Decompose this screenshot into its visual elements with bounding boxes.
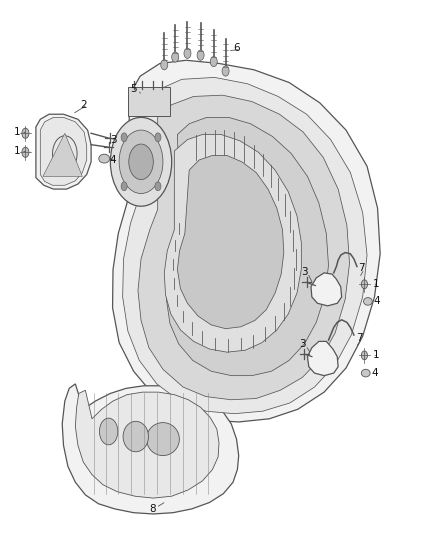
Text: 4: 4 (373, 296, 380, 306)
Circle shape (22, 147, 29, 157)
Circle shape (161, 60, 168, 70)
Text: 7: 7 (358, 263, 365, 273)
Circle shape (53, 136, 77, 171)
Text: 7: 7 (356, 333, 363, 343)
Text: 8: 8 (149, 504, 156, 514)
Circle shape (110, 117, 172, 206)
Polygon shape (43, 133, 82, 176)
Text: 2: 2 (80, 100, 87, 110)
Text: 3: 3 (110, 135, 117, 144)
Circle shape (121, 133, 127, 142)
Text: 1: 1 (372, 279, 379, 289)
Circle shape (210, 56, 217, 67)
Text: 1: 1 (14, 127, 21, 137)
Text: 4: 4 (371, 368, 378, 378)
Ellipse shape (123, 421, 148, 452)
Text: 1: 1 (372, 350, 379, 360)
FancyBboxPatch shape (128, 87, 170, 116)
Circle shape (119, 130, 163, 193)
Text: 3: 3 (301, 266, 308, 277)
Polygon shape (113, 60, 380, 422)
Polygon shape (177, 156, 284, 329)
Circle shape (22, 128, 29, 139)
Polygon shape (36, 114, 91, 189)
Ellipse shape (99, 418, 118, 445)
Polygon shape (166, 117, 328, 376)
Polygon shape (75, 390, 219, 498)
Polygon shape (164, 134, 301, 352)
Polygon shape (40, 117, 87, 185)
Polygon shape (311, 273, 342, 306)
Polygon shape (123, 77, 367, 414)
Ellipse shape (364, 297, 372, 305)
Circle shape (222, 66, 229, 76)
Circle shape (121, 182, 127, 191)
Polygon shape (62, 384, 239, 514)
Text: 4: 4 (110, 155, 117, 165)
Text: 3: 3 (299, 339, 306, 349)
Ellipse shape (361, 369, 370, 377)
Circle shape (361, 280, 367, 289)
Ellipse shape (146, 423, 180, 456)
Circle shape (184, 48, 191, 59)
Circle shape (172, 52, 179, 62)
Circle shape (361, 351, 367, 360)
Circle shape (155, 133, 161, 142)
Polygon shape (307, 341, 338, 376)
Text: 6: 6 (233, 43, 240, 53)
Circle shape (197, 50, 204, 60)
Text: 1: 1 (14, 146, 21, 156)
Text: 5: 5 (130, 84, 137, 94)
Ellipse shape (99, 154, 110, 163)
Circle shape (155, 182, 161, 191)
Polygon shape (138, 95, 350, 400)
Circle shape (129, 144, 153, 180)
